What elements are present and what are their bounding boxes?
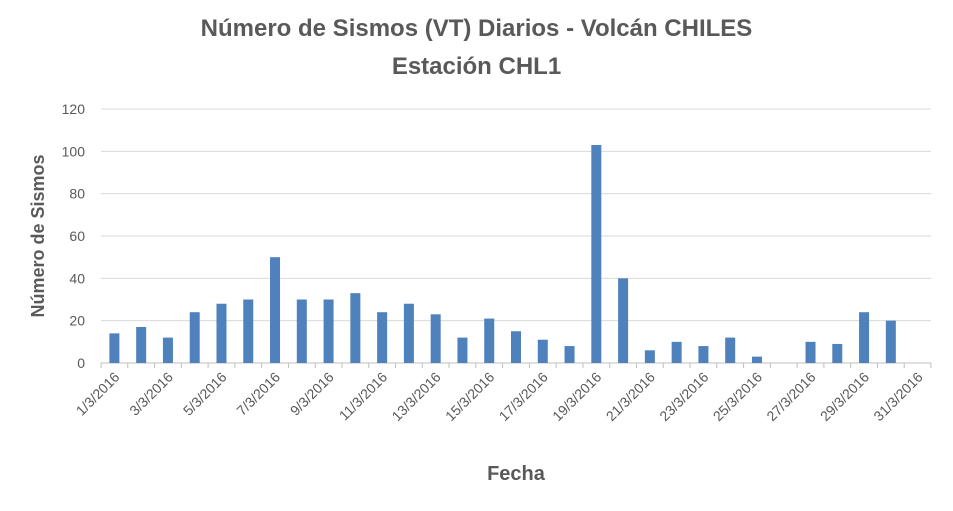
x-tick-label: 11/3/2016 bbox=[336, 369, 391, 424]
x-tick-label: 23/3/2016 bbox=[656, 369, 712, 425]
y-tick-label: 20 bbox=[69, 313, 85, 329]
y-tick-label: 60 bbox=[69, 228, 85, 244]
x-tick-label: 31/3/2016 bbox=[870, 369, 926, 425]
y-tick-label: 80 bbox=[69, 186, 85, 202]
y-axis-label: Número de Sismos bbox=[28, 154, 48, 317]
bar-27/3/2016 bbox=[805, 341, 816, 363]
x-tick-label: 3/3/2016 bbox=[126, 369, 176, 419]
bar-11/3/2016 bbox=[377, 312, 388, 363]
x-tick-label: 9/3/2016 bbox=[287, 369, 337, 419]
chart-title: Número de Sismos (VT) Diarios - Volcán C… bbox=[200, 15, 753, 42]
chart-subtitle: Estación CHL1 bbox=[391, 53, 562, 80]
bars bbox=[109, 144, 896, 363]
x-tick-label: 13/3/2016 bbox=[388, 369, 444, 425]
bar-7/3/2016 bbox=[270, 257, 281, 363]
bar-6/3/2016 bbox=[243, 299, 254, 363]
bar-10/3/2016 bbox=[350, 293, 361, 363]
bar-16/3/2016 bbox=[511, 331, 521, 363]
bar-23/3/2016 bbox=[698, 346, 709, 363]
y-tick-label: 0 bbox=[77, 355, 85, 371]
bar-8/3/2016 bbox=[296, 299, 307, 363]
bar-13/3/2016 bbox=[430, 314, 441, 363]
x-tick-label: 27/3/2016 bbox=[763, 369, 819, 425]
x-tick-label: 19/3/2016 bbox=[549, 369, 605, 425]
x-tick-label: 29/3/2016 bbox=[817, 369, 873, 425]
bar-21/3/2016 bbox=[644, 350, 655, 363]
y-tick-labels: 0 20 40 60 80 100 120 bbox=[62, 101, 86, 371]
bar-4/3/2016 bbox=[189, 312, 200, 363]
bar-18/3/2016 bbox=[564, 346, 575, 363]
y-tick-label: 100 bbox=[62, 143, 86, 159]
x-tick-label: 21/3/2016 bbox=[603, 369, 659, 425]
bar-28/3/2016 bbox=[832, 343, 843, 363]
x-tick-label: 17/3/2016 bbox=[496, 369, 552, 425]
bar-14/3/2016 bbox=[457, 337, 468, 363]
x-tick-label: 7/3/2016 bbox=[233, 369, 283, 419]
x-tick-label: 1/3/2016 bbox=[73, 369, 123, 419]
bar-29/3/2016 bbox=[859, 312, 870, 363]
x-tick-label: 25/3/2016 bbox=[710, 369, 766, 425]
x-tick-label: 5/3/2016 bbox=[180, 369, 230, 419]
bar-3/3/2016 bbox=[162, 337, 173, 363]
bar-15/3/2016 bbox=[484, 318, 495, 363]
y-tick-label: 120 bbox=[62, 101, 86, 117]
bar-19/3/2016 bbox=[591, 144, 602, 363]
bar-17/3/2016 bbox=[537, 339, 548, 363]
bar-12/3/2016 bbox=[403, 303, 414, 363]
gridlines bbox=[100, 108, 932, 368]
bar-22/3/2016 bbox=[671, 341, 682, 363]
x-axis-label: Fecha bbox=[487, 463, 546, 485]
bar-24/3/2016 bbox=[725, 337, 736, 363]
bar-2/3/2016 bbox=[136, 327, 147, 363]
bar-1/3/2016 bbox=[109, 333, 120, 363]
bar-9/3/2016 bbox=[323, 299, 334, 363]
bar-30/3/2016 bbox=[885, 320, 896, 363]
bar-5/3/2016 bbox=[216, 303, 227, 363]
bar-25/3/2016 bbox=[751, 356, 762, 363]
y-tick-label: 40 bbox=[69, 270, 85, 286]
bar-20/3/2016 bbox=[618, 278, 629, 363]
x-tick-label: 15/3/2016 bbox=[442, 369, 498, 425]
x-tick-labels: 1/3/2016 3/3/2016 5/3/2016 7/3/2016 9/3/2016… bbox=[73, 369, 926, 425]
